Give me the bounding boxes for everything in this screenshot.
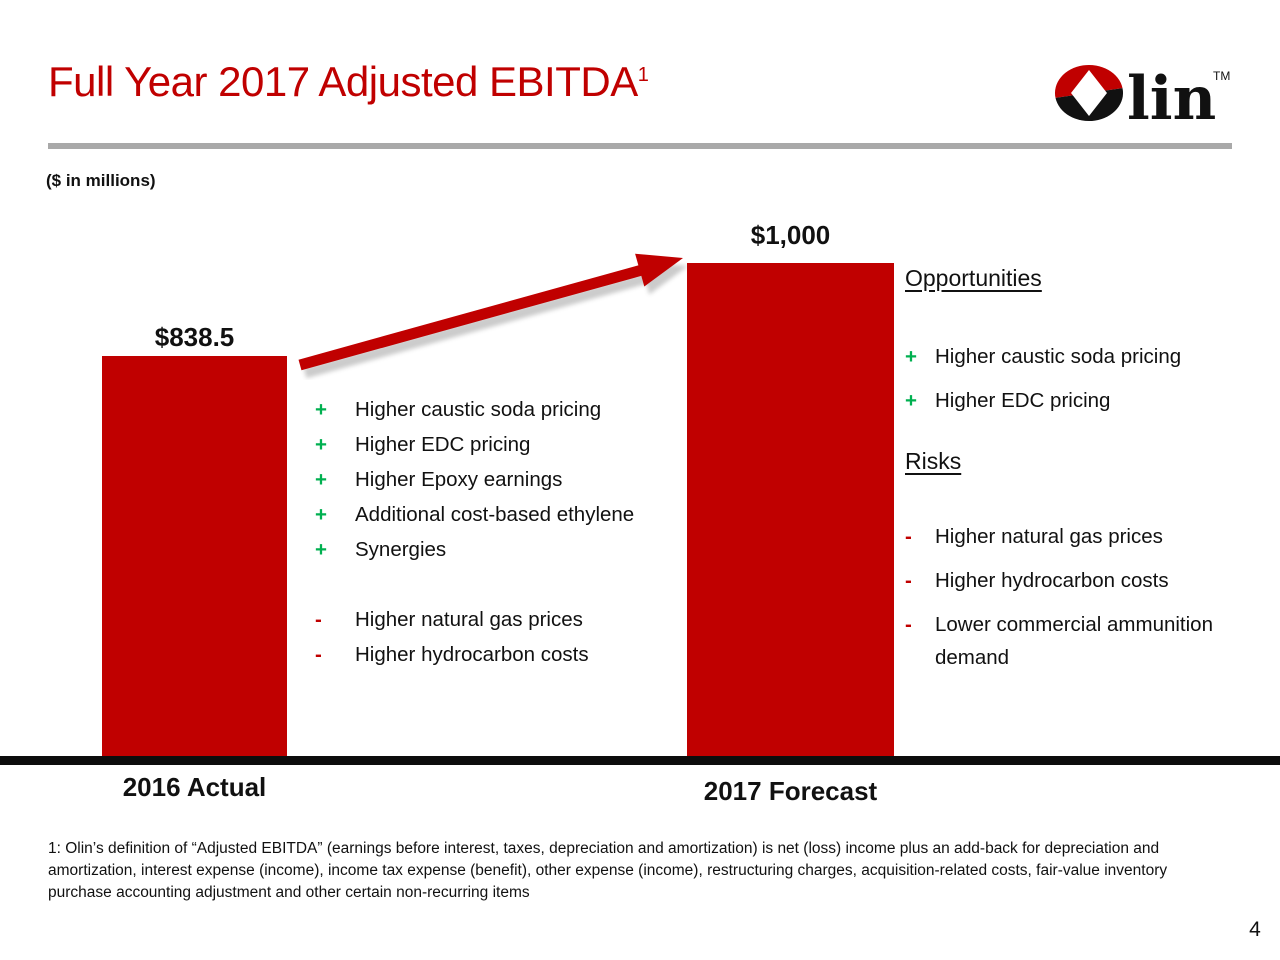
growth-arrow bbox=[298, 253, 688, 379]
units-label: ($ in millions) bbox=[46, 171, 156, 190]
list-item-label: Higher natural gas prices bbox=[935, 525, 1163, 548]
footnote-line: 1: Olin’s definition of “Adjusted EBITDA… bbox=[48, 840, 1160, 857]
list-item: + Higher EDC pricing bbox=[315, 427, 675, 462]
list-item-label: Higher natural gas prices bbox=[355, 608, 583, 631]
olin-logo-graphic: lin TM bbox=[1054, 64, 1230, 134]
growth-arrow-shape bbox=[298, 253, 683, 371]
list-item-label: Higher Epoxy earnings bbox=[355, 468, 563, 491]
list-item: + Higher caustic soda pricing bbox=[905, 340, 1265, 373]
bridge-negative-items: - Higher natural gas prices - Higher hyd… bbox=[315, 602, 675, 672]
opportunities-heading: Opportunities bbox=[905, 265, 1042, 291]
minus-sign-icon: - bbox=[905, 525, 912, 548]
plus-sign-icon: + bbox=[315, 503, 327, 526]
list-item: + Higher Epoxy earnings bbox=[315, 462, 675, 497]
footnote-line: purchase accounting adjustment and other… bbox=[48, 884, 530, 901]
bridge-positive-items: + Higher caustic soda pricing + Higher E… bbox=[315, 392, 675, 567]
list-item: - Higher hydrocarbon costs bbox=[315, 637, 675, 672]
plus-sign-icon: + bbox=[315, 433, 327, 456]
footnote-line: amortization, interest expense (income),… bbox=[48, 862, 1168, 879]
list-item: - Higher hydrocarbon costs bbox=[905, 564, 1265, 597]
list-item-label: Higher caustic soda pricing bbox=[355, 398, 602, 421]
bar-value-2016: $838.5 bbox=[154, 322, 235, 352]
olin-logo: lin TM bbox=[1053, 55, 1238, 140]
list-item: + Higher EDC pricing bbox=[905, 384, 1265, 417]
plus-sign-icon: + bbox=[905, 389, 917, 412]
risks-list: - Higher natural gas prices - Higher hyd… bbox=[905, 520, 1265, 685]
logo-diamond bbox=[1071, 70, 1107, 116]
minus-sign-icon: - bbox=[905, 569, 912, 592]
plus-sign-icon: + bbox=[315, 398, 327, 421]
bar-value-2017: $1,000 bbox=[750, 220, 831, 250]
plus-sign-icon: + bbox=[905, 345, 917, 368]
chart-baseline-axis bbox=[0, 756, 1280, 765]
list-item-label: Additional cost-based ethylene bbox=[355, 503, 635, 526]
page-title-text: Full Year 2017 Adjusted EBITDA bbox=[48, 58, 638, 105]
list-item-label: Lower commercial ammunition demand bbox=[935, 613, 1213, 669]
list-item-label: Higher hydrocarbon costs bbox=[935, 569, 1169, 592]
risks-heading: Risks bbox=[905, 448, 962, 474]
list-item: + Synergies bbox=[315, 532, 675, 567]
plus-sign-icon: + bbox=[315, 468, 327, 491]
title-footnote-marker: 1 bbox=[637, 64, 649, 86]
plus-sign-icon: + bbox=[315, 538, 327, 561]
page-number: 4 bbox=[1249, 918, 1261, 941]
header-divider-line bbox=[48, 143, 1232, 149]
list-item: - Higher natural gas prices bbox=[905, 520, 1265, 553]
category-label-2017-forecast: 2017 Forecast bbox=[703, 776, 878, 806]
list-item: + Additional cost-based ethylene bbox=[315, 497, 675, 532]
bar-2017-forecast bbox=[687, 263, 894, 756]
minus-sign-icon: - bbox=[315, 608, 322, 631]
logo-trademark: TM bbox=[1213, 69, 1230, 83]
list-item-label: Synergies bbox=[355, 538, 447, 561]
list-item: - Lower commercial ammunition demand bbox=[905, 608, 1265, 674]
category-label-2016-actual: 2016 Actual bbox=[122, 772, 267, 802]
page-title: Full Year 2017 Adjusted EBITDA1 bbox=[48, 58, 649, 106]
list-item-label: Higher hydrocarbon costs bbox=[355, 643, 589, 666]
logo-wordmark-text: lin bbox=[1127, 64, 1216, 134]
bar-2016-actual bbox=[102, 356, 287, 756]
minus-sign-icon: - bbox=[315, 643, 322, 666]
footnote: 1: Olin’s definition of “Adjusted EBITDA… bbox=[48, 838, 1248, 904]
opportunities-list: + Higher caustic soda pricing + Higher E… bbox=[905, 340, 1265, 428]
minus-sign-icon: - bbox=[905, 613, 912, 636]
list-item-label: Higher EDC pricing bbox=[935, 389, 1111, 412]
bridge-factors-list: + Higher caustic soda pricing + Higher E… bbox=[315, 392, 675, 672]
list-item: + Higher caustic soda pricing bbox=[315, 392, 675, 427]
list-item: - Higher natural gas prices bbox=[315, 602, 675, 637]
list-item-label: Higher caustic soda pricing bbox=[935, 345, 1182, 368]
list-item-label: Higher EDC pricing bbox=[355, 433, 531, 456]
